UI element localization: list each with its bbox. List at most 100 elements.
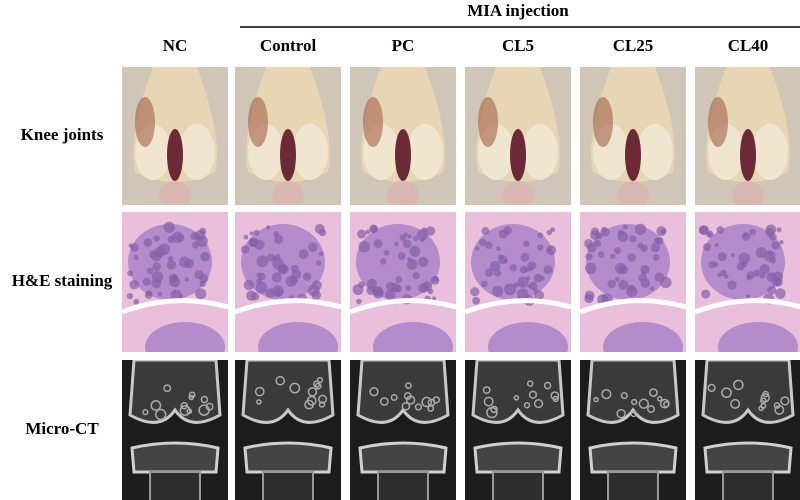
cell: [200, 251, 210, 262]
group-label: MIA injection: [467, 1, 569, 20]
cell: [266, 225, 271, 230]
trabecula: [482, 386, 491, 395]
cell: [373, 239, 383, 249]
cartilage: [235, 298, 341, 315]
condyle-r: [292, 124, 328, 180]
trabecula: [390, 394, 398, 401]
trabecula: [733, 379, 744, 391]
trabecula: [427, 398, 436, 407]
ct-image: [350, 360, 456, 500]
column-label: Control: [260, 36, 317, 55]
column-label: NC: [163, 36, 188, 55]
cell: [196, 235, 208, 247]
cell: [357, 229, 367, 239]
cell: [749, 228, 757, 236]
cell: [273, 230, 280, 237]
cell: [767, 251, 773, 256]
cell: [776, 227, 782, 233]
cell: [727, 280, 737, 290]
trabecula: [304, 399, 315, 410]
cell: [472, 296, 481, 305]
cell: [584, 238, 594, 248]
tibia-marrow: [718, 322, 798, 352]
trabecula: [369, 387, 379, 397]
trabecula: [150, 400, 162, 411]
trabecula: [528, 390, 538, 399]
trabecula: [513, 394, 520, 401]
tibia-marrow: [603, 322, 683, 352]
cell: [626, 285, 638, 298]
trabecula: [550, 391, 560, 401]
trabecula: [630, 410, 637, 418]
cell: [533, 290, 545, 301]
cell: [638, 273, 647, 283]
cell: [246, 290, 257, 301]
cell: [485, 241, 493, 249]
cell: [741, 232, 751, 241]
cell: [503, 226, 512, 235]
cell: [409, 245, 421, 257]
cell: [146, 290, 152, 297]
trabecula: [523, 402, 531, 409]
cell: [736, 262, 745, 271]
cell: [256, 255, 269, 268]
column-label: CL40: [728, 36, 769, 55]
cell: [618, 265, 628, 275]
tibia: [732, 181, 764, 205]
cell: [601, 226, 607, 233]
cell: [308, 242, 318, 253]
cell: [397, 252, 406, 260]
trabecula: [663, 401, 670, 408]
he-image: [122, 212, 228, 352]
ct-image: [695, 360, 800, 500]
cartilage: [350, 298, 456, 315]
cell: [413, 236, 419, 242]
trabecula: [533, 399, 544, 409]
cell: [380, 258, 387, 265]
cell: [753, 269, 761, 277]
cell: [627, 252, 637, 262]
cell: [425, 226, 436, 236]
cell: [759, 272, 766, 279]
trabecula: [401, 401, 411, 411]
cell: [708, 260, 716, 269]
condyle-r: [522, 124, 558, 180]
cell: [717, 252, 727, 262]
cell: [158, 243, 171, 255]
cell: [527, 284, 532, 289]
tibia: [243, 441, 333, 474]
cell: [720, 269, 727, 277]
row-label: Micro-CT: [25, 419, 99, 438]
cell: [533, 273, 543, 283]
tissue: [593, 97, 613, 147]
cell: [546, 229, 553, 236]
trabecula: [289, 382, 301, 394]
condyle-r: [179, 124, 215, 180]
cell: [779, 240, 784, 245]
cell: [769, 256, 777, 264]
cell: [526, 275, 531, 281]
shaft: [377, 471, 429, 500]
cell: [640, 244, 648, 253]
cell: [714, 242, 719, 248]
cell: [655, 236, 664, 245]
trabecula: [649, 388, 658, 397]
cell: [537, 244, 544, 251]
tibia-marrow: [488, 322, 568, 352]
tibia-marrow: [258, 322, 338, 352]
cell: [649, 286, 655, 291]
cell: [133, 254, 139, 261]
cell: [597, 251, 605, 258]
cell: [629, 235, 637, 243]
notch: [510, 129, 526, 181]
tissue: [363, 97, 383, 147]
trabecula: [526, 380, 534, 387]
cell: [484, 268, 494, 277]
ct-image: [580, 360, 686, 500]
tibia: [703, 441, 793, 474]
cell: [243, 234, 249, 240]
cell: [274, 288, 283, 297]
tibia-marrow: [145, 322, 225, 352]
